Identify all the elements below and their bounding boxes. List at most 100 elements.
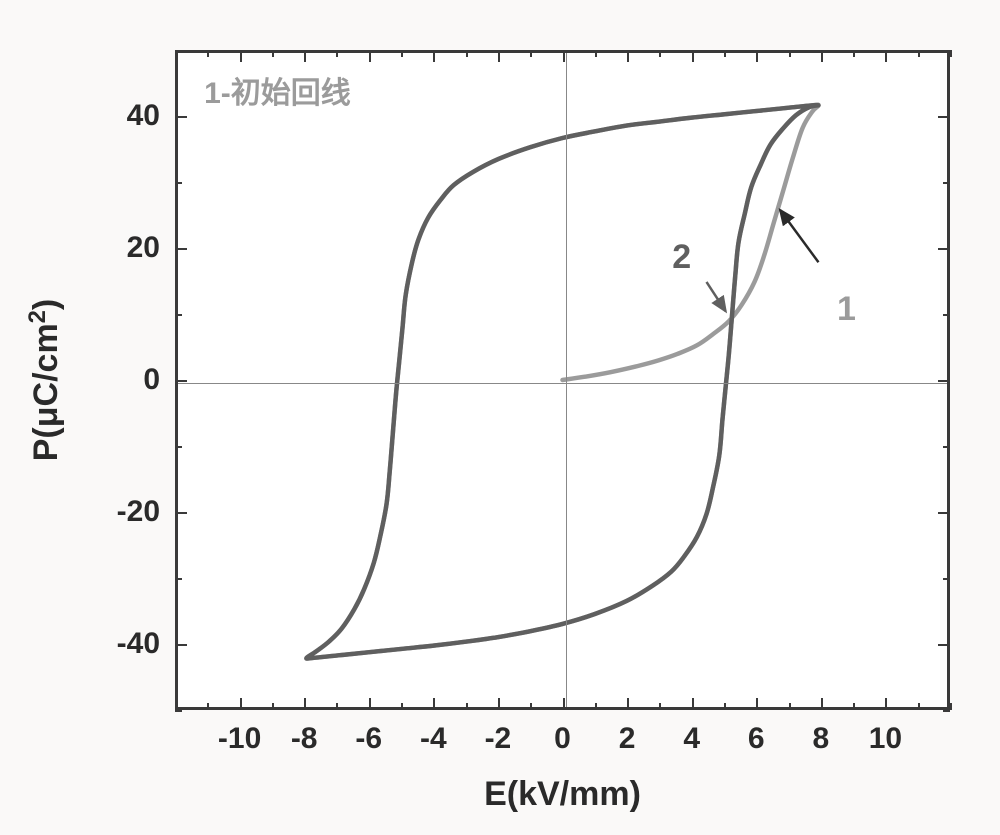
x-tick-label: -8 [291,722,318,756]
x-tick-top [756,50,758,62]
curves-svg [178,53,947,707]
x-tick-top [821,50,823,62]
x-tick-top [692,50,694,62]
x-tick-top [498,50,500,62]
x-minor-tick-top [272,50,274,57]
x-minor-tick-top [595,50,597,57]
y-minor-tick-right [943,314,950,316]
y-tick-label: 40 [127,99,160,133]
series-curve-1-initial [306,105,818,659]
y-minor-tick [175,182,182,184]
plot-area [175,50,950,710]
x-tick [821,698,823,710]
x-minor-tick-top [918,50,920,57]
x-minor-tick [466,703,468,710]
x-minor-tick-top [659,50,661,57]
x-tick-label: -10 [218,722,261,756]
x-tick [627,698,629,710]
x-tick-top [433,50,435,62]
y-minor-tick [175,50,182,52]
y-minor-tick [175,578,182,580]
x-minor-tick-top [724,50,726,57]
y-tick-label: -20 [117,495,160,529]
y-tick [175,116,187,118]
x-minor-tick [401,703,403,710]
y-tick [175,380,187,382]
x-tick-top [563,50,565,62]
x-tick [563,698,565,710]
x-tick [369,698,371,710]
legend-text: 1-初始回线 [204,68,351,112]
x-minor-tick [659,703,661,710]
x-tick [885,698,887,710]
x-tick-top [240,50,242,62]
x-tick-label: 4 [683,722,700,756]
x-tick-top [627,50,629,62]
x-minor-tick [530,703,532,710]
y-minor-tick-right [943,578,950,580]
hysteresis-chart: E(kV/mm) P(μC/cm2) -10-8-6-4-20246810-40… [0,0,1000,835]
x-tick-top [304,50,306,62]
x-minor-tick [207,703,209,710]
x-tick [304,698,306,710]
y-minor-tick [175,314,182,316]
annotation-label-2: 2 [672,238,691,277]
x-minor-tick-top [207,50,209,57]
x-tick [498,698,500,710]
x-tick-label: 10 [869,722,902,756]
x-minor-tick [918,703,920,710]
annotation-label-1: 1 [837,290,856,329]
y-minor-tick-right [943,446,950,448]
y-tick-right [938,248,950,250]
x-minor-tick-top [466,50,468,57]
x-tick-label: -2 [485,722,512,756]
y-tick [175,248,187,250]
x-tick [756,698,758,710]
x-tick-label: -6 [355,722,382,756]
x-tick-label: 8 [812,722,829,756]
x-tick-label: 2 [619,722,636,756]
x-minor-tick [272,703,274,710]
x-tick-top [885,50,887,62]
y-tick-label: 0 [143,363,160,397]
x-minor-tick [724,703,726,710]
x-minor-tick-top [853,50,855,57]
x-tick [240,698,242,710]
y-tick-right [938,116,950,118]
x-minor-tick-top [530,50,532,57]
y-minor-tick-right [943,710,950,712]
annotation-arrow-2 [706,282,725,311]
x-minor-tick [595,703,597,710]
y-tick-label: 20 [127,231,160,265]
x-tick-label: -4 [420,722,447,756]
y-minor-tick-right [943,50,950,52]
x-minor-tick [336,703,338,710]
annotation-arrow-1 [780,210,818,262]
x-minor-tick-top [401,50,403,57]
x-tick [692,698,694,710]
y-axis-label: P(μC/cm2) [24,299,66,462]
y-minor-tick [175,446,182,448]
y-tick-right [938,512,950,514]
y-minor-tick [175,710,182,712]
x-minor-tick-top [336,50,338,57]
x-tick-label: 0 [554,722,571,756]
x-tick [433,698,435,710]
y-minor-tick-right [943,182,950,184]
x-minor-tick-top [789,50,791,57]
x-minor-tick [853,703,855,710]
y-tick-right [938,380,950,382]
x-tick-label: 6 [748,722,765,756]
x-minor-tick [175,703,177,710]
x-axis-label: E(kV/mm) [413,775,713,814]
x-minor-tick-top [950,50,952,57]
x-minor-tick [789,703,791,710]
x-minor-tick [950,703,952,710]
y-tick [175,512,187,514]
y-tick-right [938,644,950,646]
grid-x-zero [566,53,567,707]
x-tick-top [369,50,371,62]
y-tick [175,644,187,646]
grid-y-zero [178,383,947,384]
y-tick-label: -40 [117,627,160,661]
